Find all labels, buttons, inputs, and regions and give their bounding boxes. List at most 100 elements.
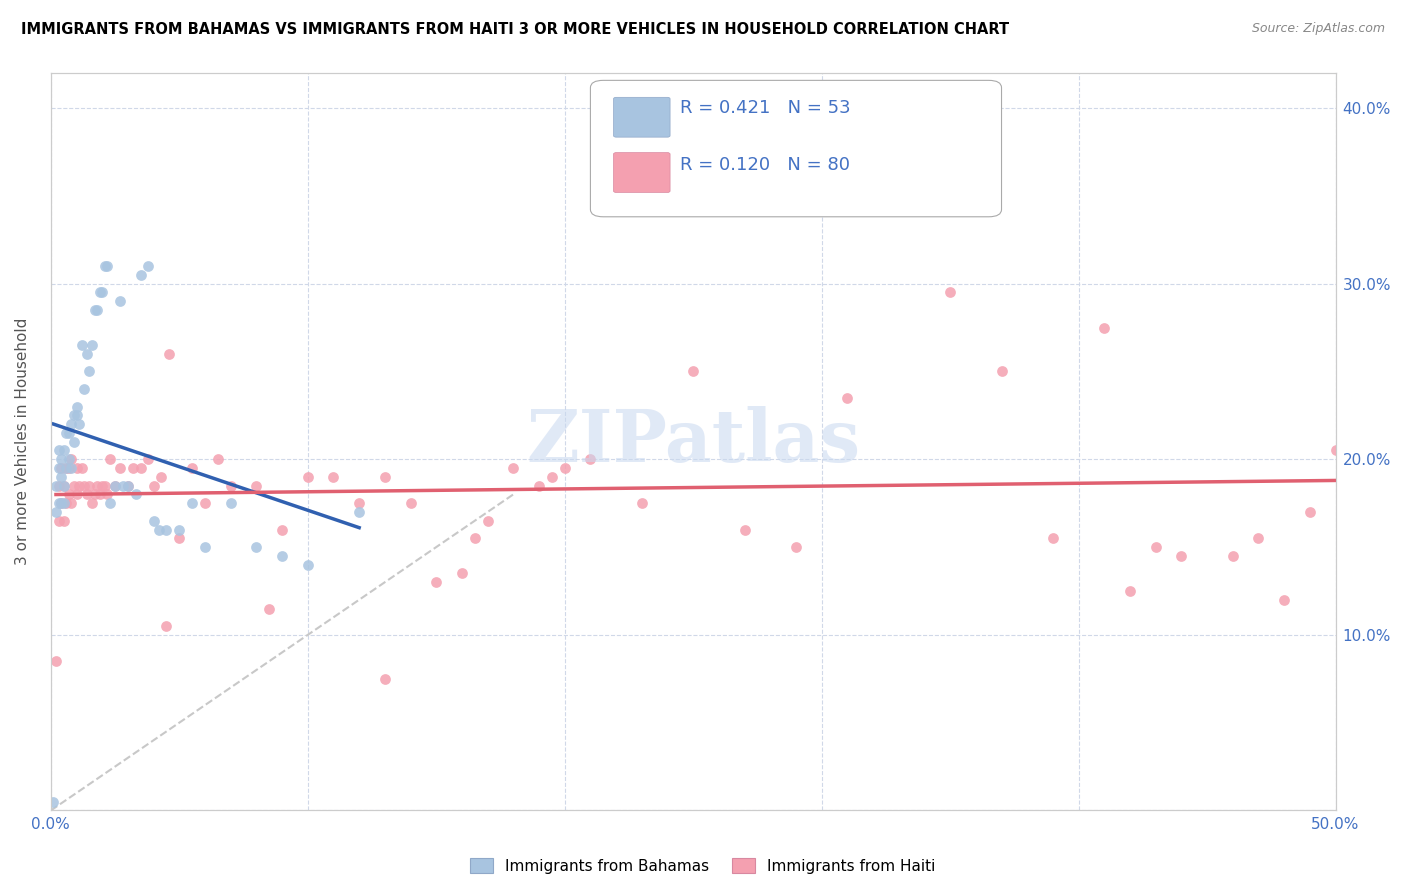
Point — [91, 285, 114, 300]
Point — [194, 496, 217, 510]
Point — [124, 487, 146, 501]
Point — [70, 338, 93, 352]
Point — [52, 478, 75, 492]
Point — [257, 601, 280, 615]
Point — [76, 347, 98, 361]
Point — [65, 400, 87, 414]
Point — [96, 259, 118, 273]
Point — [63, 478, 86, 492]
Point — [541, 470, 564, 484]
Point — [1092, 320, 1115, 334]
Point — [1222, 549, 1244, 563]
Point — [181, 496, 204, 510]
Point — [579, 452, 602, 467]
Point — [42, 795, 65, 809]
Point — [785, 540, 807, 554]
Point — [70, 461, 93, 475]
Point — [630, 496, 652, 510]
Point — [477, 514, 499, 528]
Y-axis label: 3 or more Vehicles in Household: 3 or more Vehicles in Household — [15, 318, 30, 566]
Point — [374, 672, 396, 686]
Point — [98, 452, 121, 467]
Point — [425, 575, 447, 590]
Point — [96, 487, 118, 501]
Point — [990, 364, 1012, 378]
Point — [1272, 592, 1295, 607]
Point — [245, 478, 267, 492]
Point — [129, 268, 152, 282]
Point — [297, 558, 319, 572]
Point — [374, 470, 396, 484]
Point — [150, 470, 173, 484]
FancyBboxPatch shape — [613, 97, 671, 137]
Legend: Immigrants from Bahamas, Immigrants from Haiti: Immigrants from Bahamas, Immigrants from… — [464, 852, 942, 880]
Point — [297, 470, 319, 484]
Point — [837, 391, 859, 405]
Point — [155, 523, 177, 537]
Point — [117, 478, 139, 492]
Point — [122, 461, 145, 475]
Point — [83, 303, 105, 318]
Point — [45, 478, 67, 492]
Point — [79, 364, 101, 378]
Point — [138, 259, 160, 273]
Point — [91, 478, 114, 492]
Point — [1324, 443, 1347, 458]
Point — [65, 461, 87, 475]
Point — [73, 478, 96, 492]
Point — [245, 540, 267, 554]
Point — [142, 478, 165, 492]
Text: R = 0.421   N = 53: R = 0.421 N = 53 — [681, 99, 851, 118]
Point — [108, 294, 131, 309]
Point — [58, 425, 80, 440]
Point — [60, 461, 83, 475]
Point — [73, 382, 96, 396]
Point — [111, 478, 134, 492]
Point — [80, 338, 103, 352]
Point — [399, 496, 422, 510]
FancyBboxPatch shape — [591, 80, 1001, 217]
Point — [347, 496, 370, 510]
Point — [55, 425, 77, 440]
Point — [48, 461, 70, 475]
Point — [58, 487, 80, 501]
Point — [67, 417, 90, 432]
Point — [94, 259, 117, 273]
Point — [169, 523, 191, 537]
Point — [49, 461, 72, 475]
Point — [98, 496, 121, 510]
Point — [527, 478, 550, 492]
Point — [347, 505, 370, 519]
Point — [48, 478, 70, 492]
Point — [49, 496, 72, 510]
Point — [83, 487, 105, 501]
Point — [129, 461, 152, 475]
Point — [60, 452, 83, 467]
Point — [271, 523, 294, 537]
Point — [1299, 505, 1322, 519]
Point — [63, 434, 86, 449]
Point — [451, 566, 474, 581]
Point — [104, 478, 127, 492]
Point — [52, 496, 75, 510]
Point — [169, 531, 191, 545]
Point — [48, 514, 70, 528]
Point — [49, 496, 72, 510]
Point — [117, 478, 139, 492]
Point — [79, 478, 101, 492]
FancyBboxPatch shape — [613, 153, 671, 193]
Text: Source: ZipAtlas.com: Source: ZipAtlas.com — [1251, 22, 1385, 36]
Point — [939, 285, 962, 300]
Point — [554, 461, 576, 475]
Point — [45, 505, 67, 519]
Point — [65, 487, 87, 501]
Point — [49, 452, 72, 467]
Point — [887, 180, 910, 194]
Point — [89, 285, 111, 300]
Point — [682, 364, 704, 378]
Point — [58, 461, 80, 475]
Point — [207, 452, 229, 467]
Point — [181, 461, 204, 475]
Point — [502, 461, 524, 475]
Point — [65, 409, 87, 423]
